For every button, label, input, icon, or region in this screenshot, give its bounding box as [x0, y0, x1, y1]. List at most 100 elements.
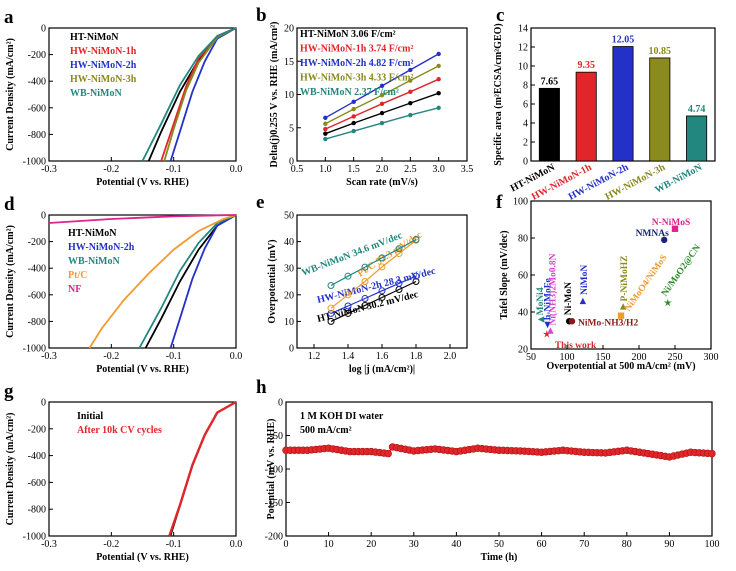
panel-b: 0.5 1.0 1.5 2.0 2.5 3.0 3.5 0 5 10 15 20 Scan rate (… [256, 5, 473, 188]
bar-HW-NiMoN-3h [649, 57, 671, 162]
x-tick-label: 90 [664, 539, 674, 550]
series-line-HW-NiMoN-2h [169, 27, 237, 162]
series-line-After 10k CV cycles [168, 400, 237, 537]
y-axis-label: Specific area (m²ECSA/cm²GEO) [493, 23, 504, 165]
data-point [327, 317, 335, 325]
data-point [395, 245, 403, 253]
x-tick-label: -0.2 [103, 539, 119, 550]
bar-value-label: 4.74 [688, 104, 706, 115]
y-tick-label: 12 [518, 43, 528, 54]
y-tick-label: 30 [284, 264, 294, 275]
y-tick-label: -50 [270, 431, 283, 442]
panel-e: 1.2 1.4 1.6 1.8 2.0 0 10 20 30 40 50 log |j (mA/cm²… [256, 192, 468, 375]
data-point [361, 278, 369, 285]
data-point [436, 51, 441, 57]
legend-entry: NF [68, 284, 81, 295]
data-point [344, 272, 352, 280]
y-tick-label: 60 [518, 271, 528, 282]
data-point [379, 110, 385, 116]
y-tick-label: 0 [41, 211, 46, 222]
data-point [327, 309, 335, 317]
legend-entry: WB-NiMoN [68, 256, 120, 267]
series-line-Pt/C [88, 214, 237, 349]
data-point [436, 90, 441, 96]
data-point [323, 115, 328, 120]
legend-entry: After 10k CV cycles [77, 425, 162, 436]
panel-f: 50 100 150 200 250 30020406080100Overpotentia… [496, 192, 719, 372]
legend-entry: WB-NiMoN [70, 88, 122, 99]
y-tick-label: -400 [28, 77, 46, 88]
x-tick-label: -0.3 [41, 164, 57, 175]
bar-HT-NiMoN [538, 87, 560, 162]
x-tick-label: -0.3 [41, 351, 57, 362]
data-point [708, 449, 716, 458]
legend-entry: Pt/C [68, 270, 87, 281]
legend-entry: HW-NiMoN-3h [70, 74, 137, 85]
bar-value-label: 7.65 [541, 76, 559, 87]
y-tick-label: 6 [523, 100, 528, 111]
panel-letter: f [496, 192, 503, 213]
x-axis-label: Potential (V vs. RHE) [96, 177, 189, 188]
y-tick-label: 0 [523, 157, 528, 168]
data-point [547, 327, 554, 334]
x-tick-label: 50 [526, 352, 536, 363]
point-label: Ni-MoN [564, 282, 574, 315]
x-tick-label: 100 [705, 539, 720, 550]
x-axis-label: Overpotential at 500 mA/cm² (mV) [546, 361, 695, 372]
data-point [351, 128, 356, 134]
legend-entry: HT-NiMoN [70, 32, 119, 43]
x-tick-label: 0.0 [230, 351, 243, 362]
y-tick-label: 8 [523, 81, 528, 92]
data-point [351, 114, 356, 119]
x-tick-label: 150 [596, 352, 611, 363]
y-tick-label: 10 [284, 90, 294, 101]
data-point [323, 136, 328, 142]
bar-value-label: 12.05 [612, 35, 635, 46]
y-tick-label: -1000 [23, 532, 46, 543]
x-tick-label: 2.0 [444, 351, 457, 362]
y-tick-label: -400 [28, 264, 46, 275]
y-tick-label: 0 [41, 398, 46, 409]
annotation: 500 mA/cm² [300, 425, 352, 436]
bar-HW-NiMoN-1h [575, 71, 597, 162]
data-point [663, 298, 672, 307]
point-label: NMNAs [636, 229, 670, 239]
fit-line-Pt/C [330, 239, 417, 309]
panel-letter: b [256, 5, 267, 26]
legend-entry: HW-NiMoN-2h [68, 242, 135, 253]
data-point [379, 120, 385, 126]
x-tick-label: 30 [409, 539, 419, 550]
panel-d: -0.3 -0.2 -0.1 0.0 -1000 -800 -600 -400 -200 0 Pot… [4, 194, 242, 375]
data-point [408, 89, 413, 95]
y-tick-label: 5 [289, 123, 294, 134]
x-axis-label: Potential (V vs. RHE) [96, 364, 189, 375]
data-point [412, 272, 420, 280]
y-tick-label: -200 [28, 237, 46, 248]
legend-entry: HW-NiMoN-2h 4.82 F/cm² [300, 58, 413, 69]
data-point [323, 121, 328, 126]
y-tick-label: 20 [284, 290, 294, 301]
x-tick-label: 3.0 [432, 164, 445, 175]
legend-entry: HT-NiMoN [68, 228, 117, 239]
legend-entry: HT-NiMoN 3.06 F/cm² [300, 29, 396, 40]
data-point [344, 291, 352, 299]
x-tick-label: 1.2 [308, 351, 321, 362]
data-point [344, 309, 352, 317]
x-tick-label: 3.5 [461, 164, 474, 175]
x-tick-label: 50 [494, 539, 504, 550]
point-label: Ni/MoO2@CN [660, 243, 703, 298]
data-point [361, 295, 369, 303]
data-point [412, 235, 420, 243]
data-point [395, 279, 403, 287]
y-tick-label: -400 [28, 451, 46, 462]
y-tick-label: 50 [284, 211, 294, 222]
panel-a: -0.3 -0.2 -0.1 0.0 -1000 -800 -600 -400 -200 0 Pot… [4, 7, 242, 188]
point-label: N-NiMoS [652, 218, 691, 228]
y-tick-label: 40 [518, 308, 528, 319]
x-tick-label: 250 [668, 352, 683, 363]
x-tick-label: 1.6 [376, 351, 389, 362]
data-point [544, 321, 551, 329]
point-label: h-NiMoFe [544, 278, 554, 320]
x-tick-label: 60 [537, 539, 547, 550]
data-point [408, 100, 413, 106]
